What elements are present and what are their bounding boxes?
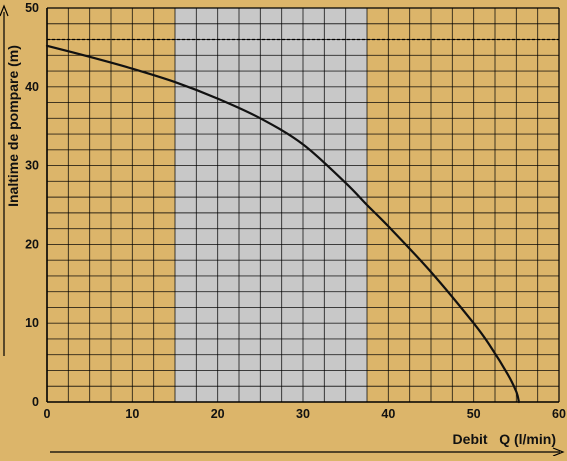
x-tick-label: 20 bbox=[211, 407, 225, 421]
data-point bbox=[366, 204, 368, 206]
highlight-band bbox=[175, 8, 367, 402]
data-point bbox=[259, 117, 261, 119]
data-point bbox=[507, 373, 509, 376]
highlight-band-layer bbox=[175, 8, 367, 402]
x-tick-label: 60 bbox=[552, 407, 566, 421]
data-point bbox=[131, 68, 133, 70]
y-tick-label: 50 bbox=[25, 1, 39, 15]
x-tick-label: 50 bbox=[467, 407, 481, 421]
data-point bbox=[518, 401, 520, 403]
data-point bbox=[302, 143, 304, 145]
x-tick-label: 30 bbox=[296, 407, 310, 421]
x-tick-label: 10 bbox=[125, 407, 139, 421]
data-point bbox=[174, 81, 176, 83]
data-point bbox=[490, 346, 492, 348]
axis-layer bbox=[0, 4, 565, 457]
y-tick-label: 20 bbox=[25, 237, 39, 251]
outer-x-arrow-head bbox=[552, 447, 565, 457]
data-point bbox=[430, 271, 432, 273]
data-point bbox=[473, 322, 475, 324]
data-point bbox=[217, 98, 219, 100]
tick-label-layer: 0 10 20 30 40 50 60 0 10 20 30 40 50 bbox=[25, 1, 566, 421]
data-point bbox=[345, 182, 347, 184]
data-point bbox=[387, 225, 389, 227]
y-tick-label: 40 bbox=[25, 80, 39, 94]
y-tick-label: 10 bbox=[25, 316, 39, 330]
data-point bbox=[515, 391, 517, 393]
y-axis-label: Inaltime de pompare (m) bbox=[5, 45, 21, 207]
x-tick-label: 40 bbox=[381, 407, 395, 421]
x-tick-label: 0 bbox=[44, 407, 51, 421]
y-tick-label: 0 bbox=[32, 395, 39, 409]
series-layer bbox=[45, 44, 520, 404]
data-point bbox=[89, 56, 91, 58]
y-tick-label: 30 bbox=[25, 159, 39, 173]
outer-y-arrow-head bbox=[0, 4, 9, 17]
x-axis-label: Debit Q (l/min) bbox=[453, 431, 556, 447]
data-point bbox=[46, 45, 48, 47]
series-line bbox=[45, 44, 520, 404]
